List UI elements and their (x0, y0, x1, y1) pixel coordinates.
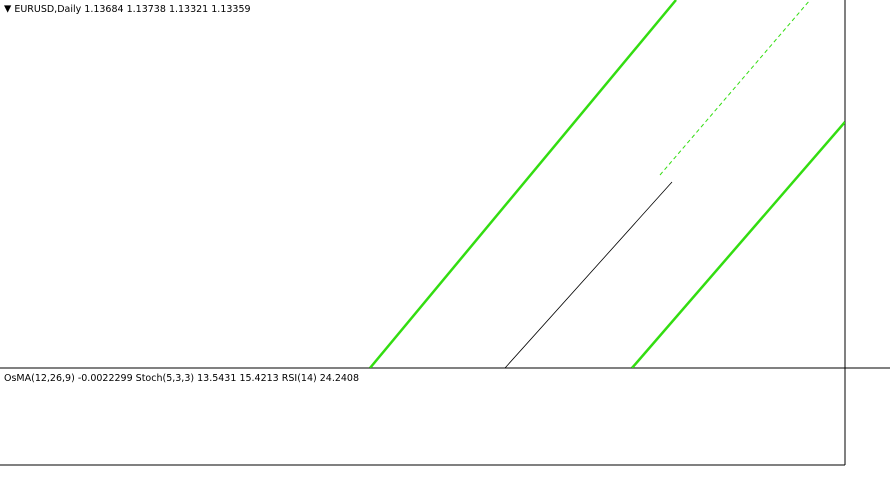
rsi-name: RSI(14) (282, 373, 317, 384)
ohlc-value: 1.13738 (127, 4, 166, 15)
rsi-value: 24.2408 (320, 373, 359, 384)
osma-name: OsMA(12,26,9) (4, 373, 75, 384)
header: ▼ EURUSD,Daily 1.13684 1.13738 1.13321 1… (4, 4, 251, 15)
stoch-signal: 15.4213 (239, 373, 278, 384)
ohlc-value: 1.13359 (211, 4, 250, 15)
indicator-header: OsMA(12,26,9) -0.0022299 Stoch(5,3,3) 13… (4, 373, 359, 384)
channel-line (369, 0, 677, 368)
channel-line (659, 0, 811, 176)
channels (369, 0, 845, 368)
ohlc-value: 1.13684 (84, 4, 123, 15)
ohlc-value: 1.13321 (169, 4, 208, 15)
osma-value: -0.0022299 (78, 373, 133, 384)
stoch-name: Stoch(5,3,3) (136, 373, 194, 384)
trend-line (504, 181, 673, 368)
stoch-value: 13.5431 (197, 373, 236, 384)
channel-line (631, 121, 845, 368)
symbol: EURUSD,Daily (14, 4, 81, 15)
